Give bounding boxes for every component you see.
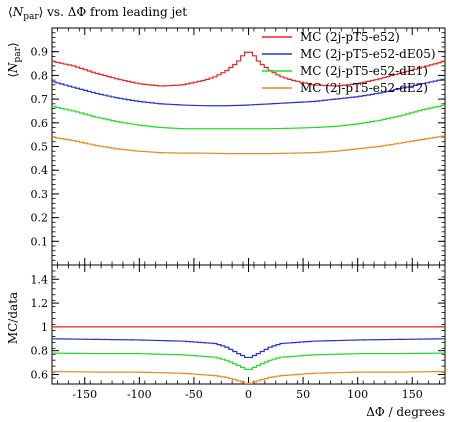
ylabel-main: N bbox=[6, 62, 20, 74]
title-sub: par bbox=[23, 12, 39, 22]
title-main: N bbox=[12, 5, 24, 19]
top-y-axis-label: ⟨Npar⟩ bbox=[6, 42, 23, 77]
series-line bbox=[52, 104, 445, 130]
x-tick-label: -100 bbox=[127, 388, 152, 401]
y-tick-label: 0.8 bbox=[31, 69, 49, 82]
x-tick-label: -50 bbox=[185, 388, 203, 401]
legend-label: MC (2j-pT5-e52) bbox=[300, 30, 400, 44]
x-tick-label: 150 bbox=[402, 388, 423, 401]
y-tick-label: 0.8 bbox=[31, 345, 49, 358]
x-axis-label: ΔΦ / degrees bbox=[366, 405, 445, 419]
ratio-frame bbox=[51, 264, 446, 385]
ratio-y-axis-label: MC/data bbox=[6, 292, 20, 344]
x-tick-label: 100 bbox=[347, 388, 368, 401]
y-tick-label: 0.7 bbox=[31, 93, 49, 106]
ylabel-sub: par bbox=[13, 46, 23, 62]
series-line bbox=[52, 78, 445, 107]
legend: MC (2j-pT5-e52) MC (2j-pT5-e52-dE05) MC (2… bbox=[262, 30, 436, 95]
series-line bbox=[52, 135, 445, 155]
y-tick-label: 0.2 bbox=[31, 212, 49, 225]
y-tick-label: 0.1 bbox=[31, 235, 49, 248]
y-tick-label: 0.5 bbox=[31, 141, 49, 154]
title-rest: vs. ΔΦ from leading jet bbox=[46, 5, 187, 19]
y-tick-label: 0.9 bbox=[31, 46, 49, 59]
main-panel: 0.1 0.2 0.3 0.4 0.5 0.6 0.7 0.8 0.9 bbox=[31, 27, 446, 266]
x-tick-label: -150 bbox=[72, 388, 97, 401]
y-tick-label: 0.3 bbox=[31, 188, 49, 201]
ratio-panel: 0.6 0.8 1 1.2 1.4 -150 -100 -50 0 50 100 150 bbox=[31, 264, 446, 401]
x-tick-label: 50 bbox=[296, 388, 310, 401]
y-tick-label: 0.6 bbox=[31, 117, 49, 130]
x-tick-label: 0 bbox=[245, 388, 252, 401]
legend-label: MC (2j-pT5-e52-dE1) bbox=[300, 64, 428, 78]
y-tick-label: 0.6 bbox=[31, 368, 49, 381]
series-line bbox=[52, 338, 445, 359]
series-line bbox=[52, 370, 445, 384]
series-line bbox=[52, 352, 445, 370]
y-tick-label: 1 bbox=[41, 321, 48, 334]
chart-title: ⟨Npar⟩ vs. ΔΦ from leading jet bbox=[8, 5, 187, 22]
series-line bbox=[52, 51, 445, 87]
y-tick-label: 0.4 bbox=[31, 164, 49, 177]
y-tick-label: 1.2 bbox=[31, 297, 49, 310]
legend-label: MC (2j-pT5-e52-dE05) bbox=[300, 47, 436, 61]
legend-label: MC (2j-pT5-e52-dE2) bbox=[300, 81, 428, 95]
y-tick-label: 1.4 bbox=[31, 273, 49, 286]
